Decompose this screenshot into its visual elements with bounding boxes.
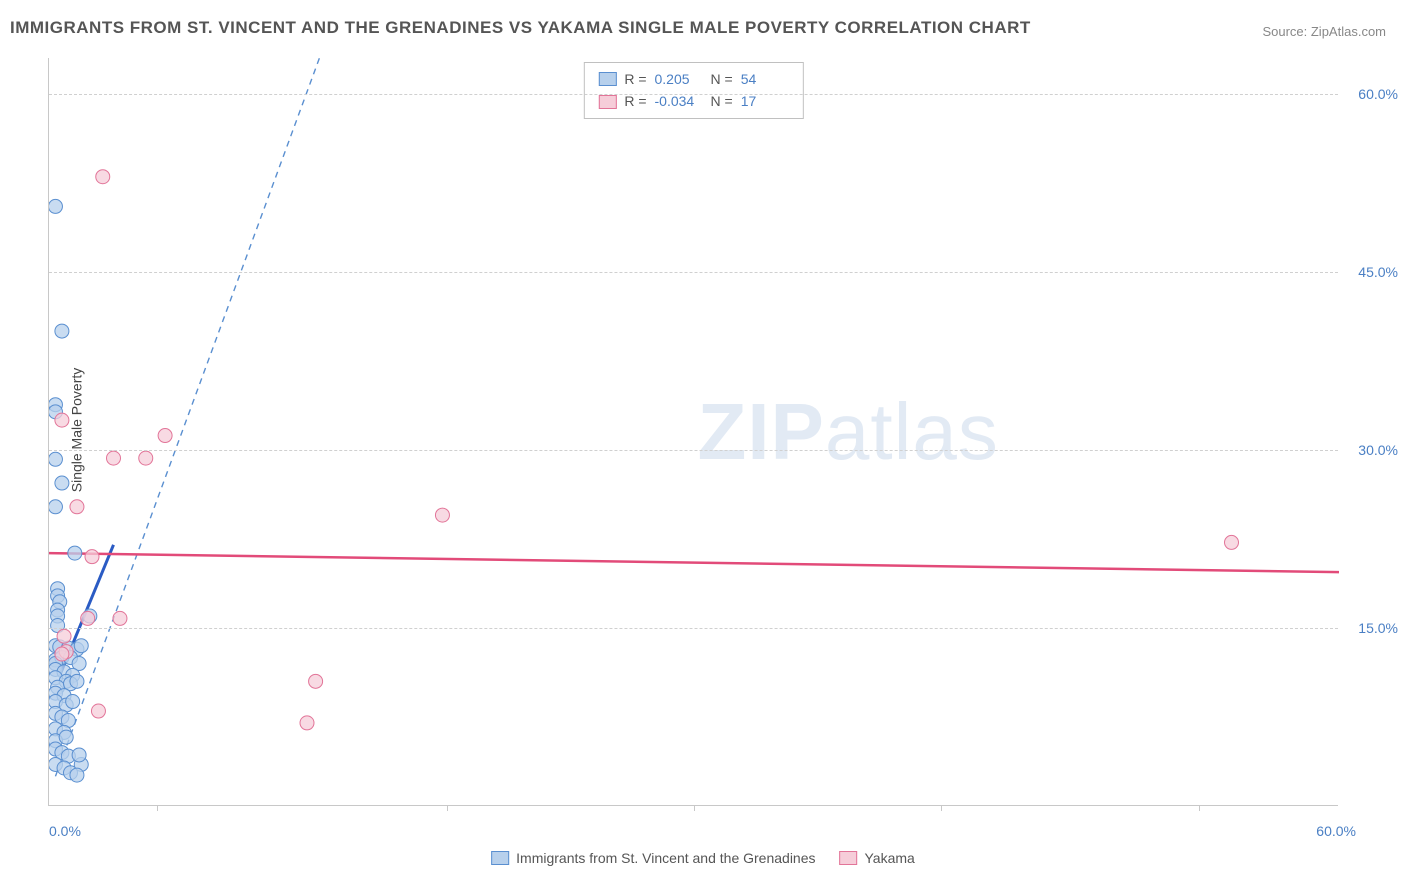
n-value: 54 [741,68,789,90]
chart-title: IMMIGRANTS FROM ST. VINCENT AND THE GREN… [10,18,1031,38]
source-label: Source: ZipAtlas.com [1262,24,1386,39]
data-point [59,730,73,744]
xtick-mark [157,805,158,811]
data-point [85,550,99,564]
data-point [49,452,62,466]
legend-swatch [840,851,858,865]
legend-label: Immigrants from St. Vincent and the Gren… [516,850,815,866]
legend-item: Immigrants from St. Vincent and the Gren… [491,850,815,866]
gridline [49,94,1338,95]
data-point [96,170,110,184]
data-point [55,647,69,661]
data-point [74,639,88,653]
data-point [309,674,323,688]
xtick-mark [1199,805,1200,811]
ytick-label: 60.0% [1343,86,1398,102]
data-point [70,768,84,782]
trend-line [49,553,1339,572]
data-point [300,716,314,730]
correlation-legend: R =0.205N =54R =-0.034N =17 [583,62,803,119]
data-point [91,704,105,718]
xtick-mark [941,805,942,811]
data-point [435,508,449,522]
data-point [68,546,82,560]
data-point [55,476,69,490]
xaxis-min-label: 0.0% [49,823,81,839]
r-value: 0.205 [655,68,703,90]
data-point [49,199,62,213]
data-point [49,500,62,514]
data-point [55,324,69,338]
xtick-mark [694,805,695,811]
ytick-label: 30.0% [1343,442,1398,458]
legend-swatch [598,72,616,86]
r-label: R = [624,68,646,90]
data-point [113,611,127,625]
data-point [57,629,71,643]
data-point [72,748,86,762]
xaxis-max-label: 60.0% [1316,823,1356,839]
legend-swatch [491,851,509,865]
xtick-mark [447,805,448,811]
data-point [107,451,121,465]
chart-area: ZIPatlas R =0.205N =54R =-0.034N =17 0.0… [48,58,1338,806]
data-point [70,500,84,514]
data-point [81,611,95,625]
legend-label: Yakama [865,850,915,866]
data-point [1225,535,1239,549]
correlation-row: R = 0.205 N = 54 [598,68,788,90]
bottom-legend: Immigrants from St. Vincent and the Gren… [491,850,915,866]
gridline [49,272,1338,273]
data-point [70,674,84,688]
ytick-label: 15.0% [1343,620,1398,636]
trend-line [55,58,350,776]
plot-svg [49,58,1339,806]
data-point [55,413,69,427]
data-point [139,451,153,465]
legend-swatch [598,95,616,109]
n-label: N = [711,68,733,90]
data-point [66,695,80,709]
data-point [158,429,172,443]
gridline [49,628,1338,629]
gridline [49,450,1338,451]
ytick-label: 45.0% [1343,264,1398,280]
legend-item: Yakama [840,850,915,866]
